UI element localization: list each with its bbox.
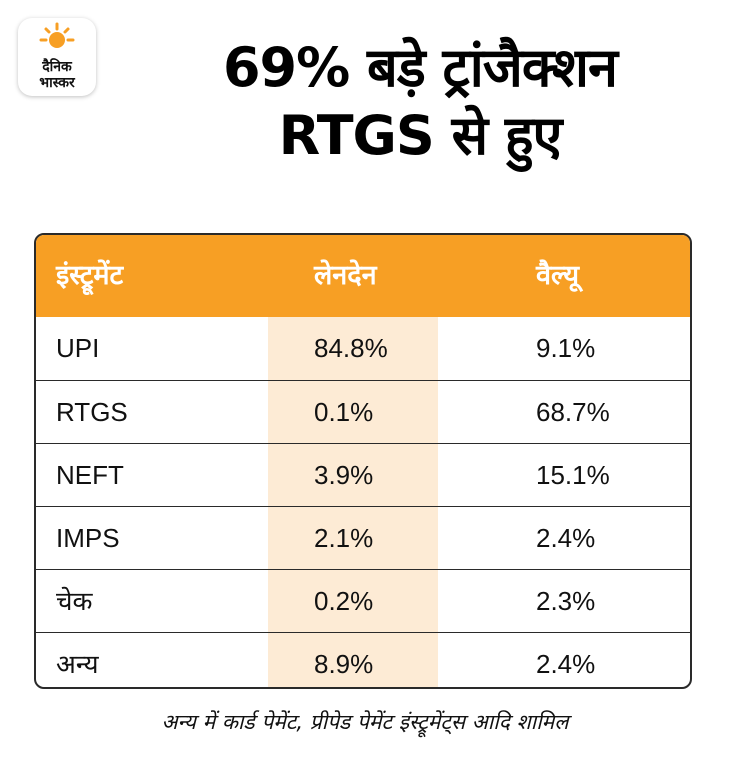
table-row: अन्य 8.9% 2.4% (36, 632, 690, 687)
cell-instrument: NEFT (56, 460, 124, 490)
logo-text-line1: दैनिक (42, 59, 72, 75)
title-line-2: RTGS से हुए (278, 104, 563, 167)
column-header-transactions: लेनदेन (314, 260, 377, 291)
cell-instrument: RTGS (56, 397, 128, 427)
cell-transactions: 2.1% (314, 523, 374, 553)
cell-value: 9.1% (536, 333, 596, 363)
sun-icon (39, 22, 75, 48)
table-row: RTGS 0.1% 68.7% (36, 380, 690, 444)
data-table: इंस्ट्रूमेंट लेनदेन वैल्यू UPI 84.8% 9.1… (34, 233, 692, 689)
cell-instrument: अन्य (56, 649, 99, 679)
table-row: UPI 84.8% 9.1% (36, 317, 690, 380)
column-header-instrument: इंस्ट्रूमेंट (56, 260, 124, 291)
table-header: इंस्ट्रूमेंट लेनदेन वैल्यू (36, 235, 690, 317)
table-row: IMPS 2.1% 2.4% (36, 506, 690, 570)
dainik-bhaskar-logo: दैनिक भास्कर (18, 18, 96, 96)
table-row: चेक 0.2% 2.3% (36, 569, 690, 633)
cell-transactions: 0.2% (314, 586, 374, 616)
page-title: 69% बड़े ट्रांजैक्शन RTGS से हुए (110, 34, 730, 170)
title-line-1: 69% बड़े ट्रांजैक्शन (222, 36, 618, 99)
cell-transactions: 84.8% (314, 333, 388, 363)
cell-instrument: UPI (56, 333, 100, 363)
cell-value: 15.1% (536, 460, 610, 490)
cell-transactions: 8.9% (314, 649, 374, 679)
cell-value: 2.4% (536, 649, 596, 679)
logo-text-line2: भास्कर (39, 75, 75, 91)
cell-value: 68.7% (536, 397, 610, 427)
cell-instrument: IMPS (56, 523, 120, 553)
highlighted-column-band (268, 317, 438, 687)
column-header-value: वैल्यू (536, 260, 580, 291)
cell-instrument: चेक (56, 586, 93, 616)
cell-transactions: 3.9% (314, 460, 374, 490)
table-row: NEFT 3.9% 15.1% (36, 443, 690, 507)
footnote: अन्य में कार्ड पेमेंट, प्रीपेड पेमेंट इं… (161, 710, 569, 734)
cell-transactions: 0.1% (314, 397, 374, 427)
cell-value: 2.4% (536, 523, 596, 553)
cell-value: 2.3% (536, 586, 596, 616)
